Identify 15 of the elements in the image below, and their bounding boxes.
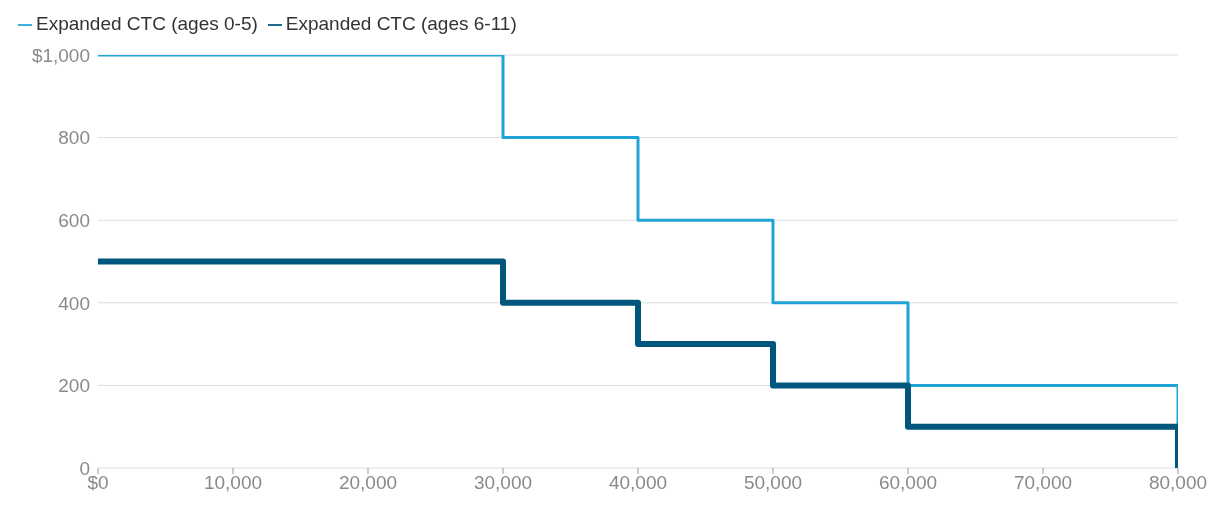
x-tick-label: 20,000 — [338, 472, 398, 494]
x-tick-label: 40,000 — [608, 472, 668, 494]
x-tick-label: 10,000 — [203, 472, 263, 494]
y-tick-label: $1,000 — [31, 44, 90, 66]
x-tick-label: 80,000 — [1148, 472, 1208, 494]
legend-label: Expanded CTC (ages 6-11) — [285, 13, 517, 34]
x-tick-label: 60,000 — [878, 472, 938, 494]
legend-label: Expanded CTC (ages 0-5) — [36, 13, 258, 34]
y-tick-label: 800 — [58, 127, 90, 149]
x-tick-label: 30,000 — [473, 472, 533, 494]
y-tick-label: 400 — [58, 292, 90, 314]
y-tick-label: 600 — [58, 209, 90, 231]
y-tick-label: 200 — [58, 375, 90, 397]
x-tick-label: 70,000 — [1013, 472, 1073, 494]
x-tick-label: 50,000 — [743, 472, 803, 494]
